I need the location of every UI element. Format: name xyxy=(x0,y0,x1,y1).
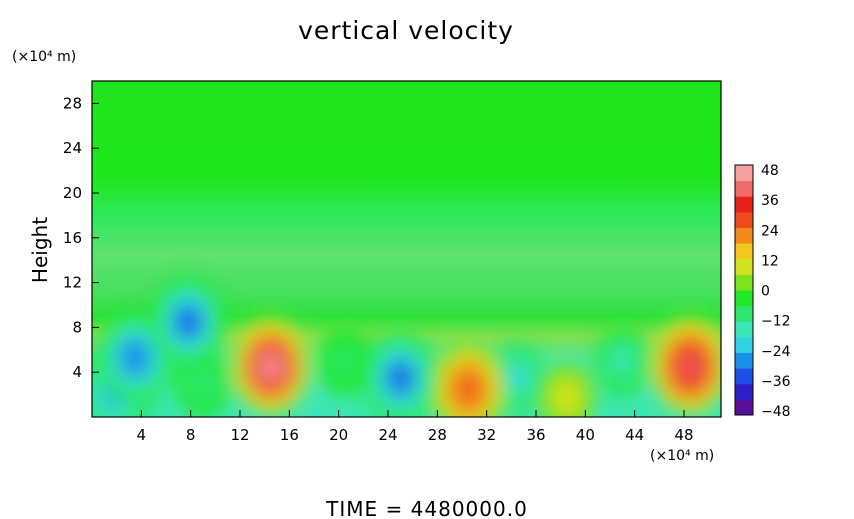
field-feature xyxy=(336,351,353,371)
colorbar-tick-label: 0 xyxy=(761,284,770,300)
colorbar-swatch xyxy=(735,165,753,182)
x-tick-label: 44 xyxy=(625,426,644,444)
plot-frame xyxy=(91,80,722,418)
y-tick-label: 8 xyxy=(72,318,82,336)
colorbar-swatch xyxy=(735,383,753,400)
field-feature xyxy=(390,365,411,390)
colorbar: 48 36 24 12 0 −12 −24 −36 −48 xyxy=(734,163,791,420)
colorbar-swatch xyxy=(735,321,753,338)
colorbar-swatch xyxy=(735,258,753,275)
field-features xyxy=(92,274,721,417)
y-unit-label: (×10⁴ m) xyxy=(12,49,76,65)
heatmap-field xyxy=(92,81,721,417)
field-feature xyxy=(509,367,526,388)
colorbar-frame xyxy=(734,164,754,416)
y-tick-label: 12 xyxy=(63,274,82,292)
colorbar-tick-label: −48 xyxy=(761,404,791,420)
colorbar-swatch xyxy=(735,243,753,260)
x-tick-label: 8 xyxy=(186,426,196,444)
y-tick-label: 20 xyxy=(63,184,82,202)
y-tick-label: 16 xyxy=(63,229,82,247)
field-feature xyxy=(261,354,281,379)
colorbar-tick-label: 36 xyxy=(761,193,779,209)
colorbar-tick-label: 12 xyxy=(761,253,779,269)
colorbar-swatch xyxy=(735,180,753,197)
y-axis-ticks: 4 8 12 16 20 24 28 xyxy=(63,94,99,381)
colorbar-swatch xyxy=(735,305,753,322)
colorbar-swatch xyxy=(735,274,753,291)
x-axis-ticks: 4 8 12 16 20 24 28 32 36 40 44 48 xyxy=(137,410,694,444)
x-tick-label: 32 xyxy=(477,426,496,444)
colorbar-tick-label: 24 xyxy=(761,223,779,239)
x-tick-label: 16 xyxy=(280,426,299,444)
colorbar-tick-label: −36 xyxy=(761,374,791,390)
field-feature xyxy=(558,387,575,408)
y-tick-label: 28 xyxy=(63,94,82,112)
field-feature xyxy=(458,376,478,402)
x-unit-label: (×10⁴ m) xyxy=(650,448,714,464)
colorbar-tick-label: 48 xyxy=(761,163,779,179)
colorbar-swatch xyxy=(735,352,753,369)
y-tick-label: 24 xyxy=(63,139,82,157)
x-tick-label: 4 xyxy=(137,426,147,444)
field-feature xyxy=(195,373,211,394)
x-tick-label: 28 xyxy=(428,426,447,444)
colorbar-swatch xyxy=(735,368,753,385)
colorbar-tick-label: −12 xyxy=(761,314,791,330)
colorbar-swatch xyxy=(735,399,753,416)
colorbar-swatch xyxy=(735,211,753,228)
colorbar-swatch xyxy=(735,196,753,213)
x-tick-label: 20 xyxy=(329,426,348,444)
y-tick-label: 4 xyxy=(72,363,82,381)
x-tick-label: 40 xyxy=(576,426,595,444)
y-axis-label: Height xyxy=(28,217,52,283)
colorbar-swatch xyxy=(735,336,753,353)
field-feature xyxy=(680,354,700,379)
chart-title: vertical velocity xyxy=(298,16,514,45)
x-tick-label: 48 xyxy=(674,426,693,444)
colorbar-swatch xyxy=(735,227,753,244)
field-feature xyxy=(178,309,198,334)
x-tick-label: 12 xyxy=(230,426,249,444)
x-tick-label: 24 xyxy=(378,426,397,444)
colorbar-tick-label: −24 xyxy=(761,344,791,360)
colorbar-swatch xyxy=(735,290,753,307)
field-feature xyxy=(614,351,631,371)
field-feature xyxy=(125,345,145,370)
x-tick-label: 36 xyxy=(526,426,545,444)
time-footer: TIME = 4480000.0 xyxy=(325,497,528,519)
